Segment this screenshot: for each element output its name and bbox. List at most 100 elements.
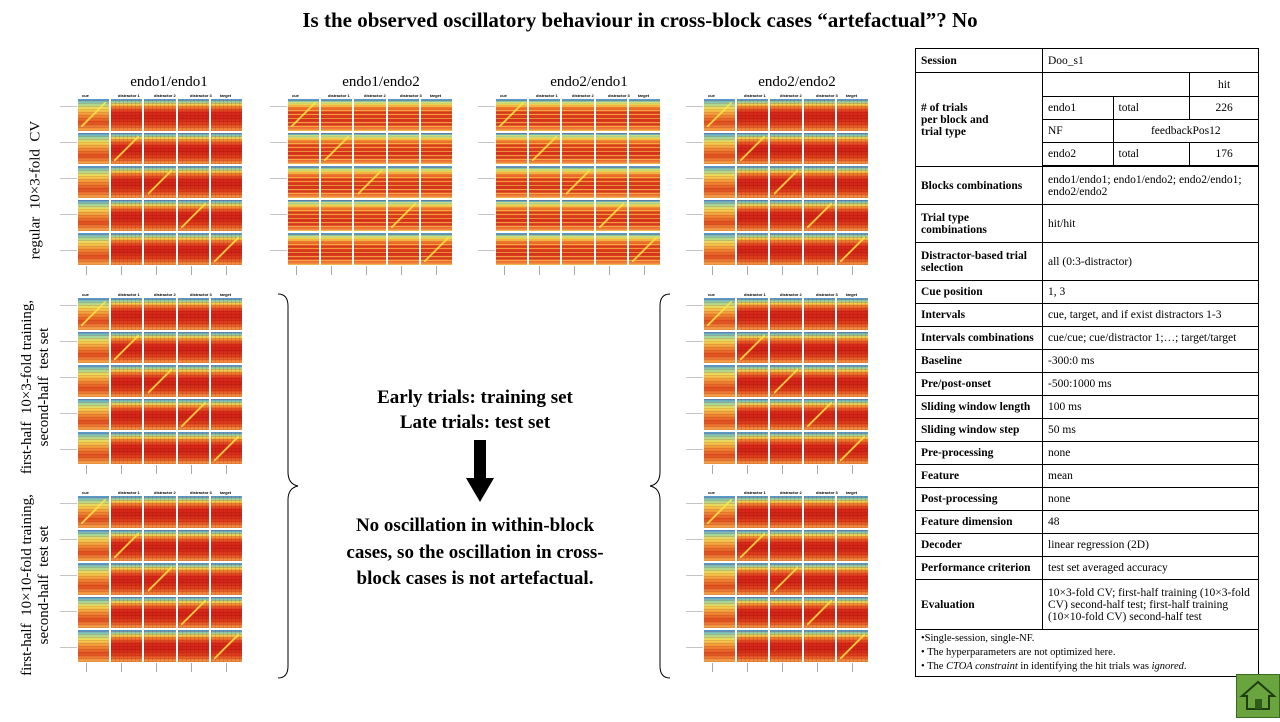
heatmap-cell — [770, 432, 802, 464]
heatmap-cell — [111, 99, 143, 131]
heatmap-cell — [496, 166, 528, 198]
heatmap-cell — [803, 496, 835, 528]
heatmap-cell — [529, 132, 561, 165]
heatmap-cell — [78, 630, 110, 662]
heatmap-cell — [704, 563, 736, 595]
heatmap-cell — [288, 99, 320, 131]
heatmap-cell — [628, 166, 660, 198]
prepost-label: Pre/post-onset — [915, 372, 1043, 396]
heatmap-cell — [704, 630, 736, 662]
panel-header-label: distractor 2 — [364, 93, 386, 98]
nf-label: NF — [1042, 119, 1114, 143]
heatmap-cell — [704, 496, 736, 528]
heatmap-cell — [803, 233, 835, 265]
heatmap-cell — [177, 432, 209, 464]
heatmap-cell — [210, 199, 242, 232]
heatmap-cell — [737, 398, 769, 431]
heatmap-cell — [111, 630, 143, 662]
evaluation-value: 10×3-fold CV; first-half training (10×3-… — [1042, 579, 1259, 630]
heatmap-cell — [803, 166, 835, 198]
heatmap-cell — [529, 99, 561, 131]
panel-header-label: distractor 2 — [780, 490, 802, 495]
heatmap-cell — [803, 596, 835, 629]
heatmap-cell — [177, 166, 209, 198]
heatmap-cell — [354, 99, 386, 131]
heatmap-cell — [836, 563, 868, 595]
heatmap-cell — [354, 199, 386, 232]
heatmap-cell — [836, 233, 868, 265]
heatmap-cell — [210, 233, 242, 265]
heatmap-cell — [737, 529, 769, 562]
panel-header-label: target — [846, 93, 858, 98]
heatmap-cell — [529, 233, 561, 265]
panel-x-axis — [704, 465, 868, 474]
heatmap-cell — [836, 432, 868, 464]
endo2-total-value: 176 — [1189, 142, 1259, 166]
heatmap-cell — [177, 99, 209, 131]
heatmap-cell — [210, 365, 242, 397]
panel-y-axis — [686, 496, 703, 662]
heatmap-cell — [210, 398, 242, 431]
heatmap-cell — [111, 365, 143, 397]
heatmap-cell — [177, 630, 209, 662]
heatmap-cell — [770, 99, 802, 131]
window-length-value: 100 ms — [1042, 395, 1259, 419]
heatmap-cell — [177, 298, 209, 330]
heatmap-cell — [177, 233, 209, 265]
heatmap-cell — [177, 398, 209, 431]
heatmap-cell — [210, 132, 242, 165]
notes: •Single-session, single-NF. • The hyperp… — [915, 629, 1259, 677]
heatmap-cell — [803, 529, 835, 562]
heatmap-cell — [210, 432, 242, 464]
heatmap-cell — [78, 596, 110, 629]
heatmap-cell — [704, 432, 736, 464]
panel-y-axis — [60, 99, 77, 265]
panel-header-label: distractor 3 — [816, 292, 838, 297]
prepost-value: -500:1000 ms — [1042, 372, 1259, 396]
heatmap-cell — [628, 199, 660, 232]
conclusion-line-3: block cases is not artefactual. — [356, 568, 594, 589]
panel-header-label: distractor 2 — [154, 490, 176, 495]
panel-x-axis — [496, 266, 660, 275]
heatmap-cell — [704, 529, 736, 562]
panel-y-axis — [60, 298, 77, 464]
heatmap-cell — [111, 529, 143, 562]
heatmap-cell — [704, 331, 736, 364]
heatmap-cell — [704, 132, 736, 165]
panel-regular-endo2-endo1: cue distractor 1 distractor 2 distractor 3 t… — [478, 93, 662, 275]
panel-interval-headers: cue distractor 1 distractor 2 distractor 3 t… — [704, 490, 868, 496]
heatmap-cell — [770, 233, 802, 265]
heatmap-cell — [803, 331, 835, 364]
cue-label: Cue position — [915, 280, 1043, 304]
heatmap-cell — [144, 398, 176, 431]
heatmap-cell — [321, 199, 353, 232]
heatmap-cell — [704, 233, 736, 265]
heatmap-cell — [78, 199, 110, 232]
heatmap-cell — [111, 432, 143, 464]
preprocessing-value: none — [1042, 441, 1259, 465]
heatmap-cell — [111, 166, 143, 198]
heatmap-cell — [704, 298, 736, 330]
heatmap-cell — [496, 199, 528, 232]
heatmap-cell — [78, 331, 110, 364]
heatmap-cell — [770, 199, 802, 232]
panel-y-axis — [478, 99, 495, 265]
heatmap-cell — [288, 199, 320, 232]
heatmap-cell — [420, 199, 452, 232]
blocks-label: Blocks combinations — [915, 166, 1043, 205]
home-button[interactable] — [1236, 674, 1280, 718]
row-label-first-half-3fold: first-half 10×3-fold training, second-ha… — [19, 299, 52, 475]
heatmap-cell — [288, 166, 320, 198]
heatmap-cell — [704, 199, 736, 232]
heatmap-cell — [496, 99, 528, 131]
panel-header-label: distractor 3 — [400, 93, 422, 98]
heatmap-cell — [496, 233, 528, 265]
panel-header-label: cue — [292, 93, 299, 98]
heatmap-cell — [628, 233, 660, 265]
heatmap-cell — [354, 166, 386, 198]
intervals-combinations-label: Intervals combinations — [915, 326, 1043, 350]
panel-header-label: distractor 1 — [328, 93, 350, 98]
column-label-endo2-endo2: endo2/endo2 — [758, 74, 836, 90]
window-step-label: Sliding window step — [915, 418, 1043, 442]
heatmap-cell — [562, 233, 594, 265]
